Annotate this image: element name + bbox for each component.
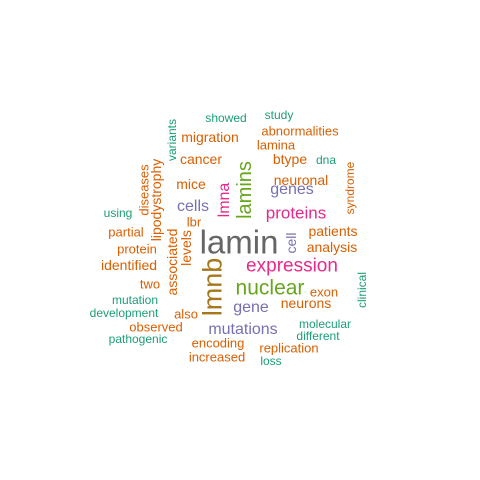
word-neuronal: neuronal [273,172,329,188]
word-cancer: cancer [179,151,223,167]
word-lmnb: lmnb [197,257,228,317]
word-gene: gene [233,299,269,316]
word-lbr: lbr [186,214,202,230]
word-lipodystrophy: lipodystrophy [148,158,164,242]
word-levels: levels [178,230,194,266]
word-genes: genes [270,181,314,198]
word-exon: exon [309,284,339,300]
word-study: study [264,108,294,122]
word-partial: partial [108,224,144,240]
word-cell: cell [283,232,299,254]
word-mutations: mutations [208,321,278,338]
word-mice: mice [176,176,206,192]
word-cells: cells [176,198,210,215]
word-syndrome: syndrome [343,161,357,215]
word-btype: btype [272,151,308,167]
word-development: development [89,306,159,320]
word-also: also [174,306,198,322]
word-lamins: lamins [234,161,256,219]
word-abnormalities: abnormalities [261,123,339,139]
word-identified: identified [100,257,158,273]
word-lmna: lmna [216,182,233,218]
word-expression: expression [246,255,338,277]
word-associated: associated [164,228,180,296]
word-two: two [139,276,161,292]
word-increased: increased [188,349,246,365]
word-loss: loss [260,354,282,368]
word-mutation: mutation [111,293,159,307]
word-lamina: lamina [256,137,296,153]
word-dna: dna [315,153,337,167]
word-patients: patients [308,223,358,239]
word-observed: observed [129,319,183,335]
word-neurons: neurons [280,295,332,311]
word-encoding: encoding [191,335,245,351]
word-using: using [103,206,133,220]
word-proteins: proteins [265,203,327,223]
word-replication: replication [259,340,319,356]
word-protein: protein [117,241,157,257]
word-variants: variants [165,118,179,162]
word-nuclear: nuclear [235,276,305,300]
word-molecular: molecular [298,317,352,331]
word-migration: migration [181,129,239,145]
word-clinical: clinical [355,271,369,309]
word-pathogenic: pathogenic [108,332,168,346]
word-showed: showed [205,111,247,125]
word-different: different [296,329,340,343]
word-analysis: analysis [306,239,358,255]
word-lamin: lamin [199,223,279,261]
